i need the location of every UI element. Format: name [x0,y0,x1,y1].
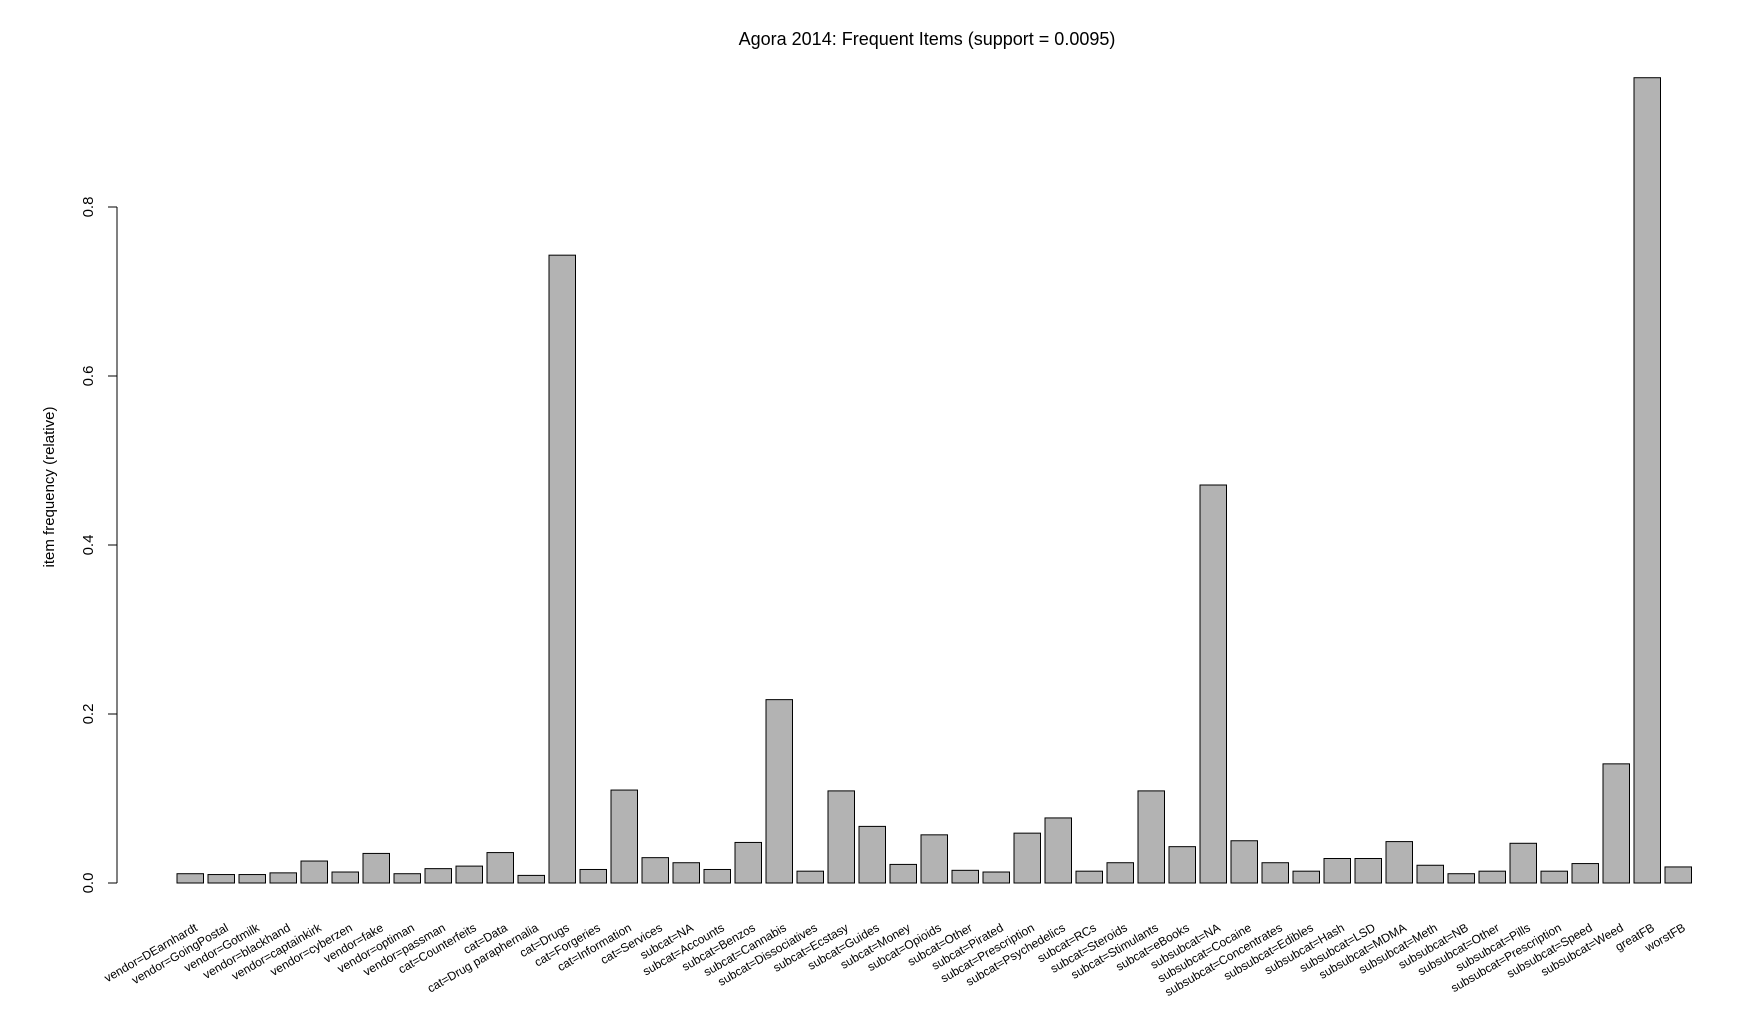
bar [1416,864,1444,884]
bar [889,863,917,884]
bar [734,841,762,884]
bar [269,872,297,884]
bar [1323,857,1351,884]
bar [579,868,607,884]
bar [1168,846,1196,884]
bar [1013,832,1041,884]
bar [238,874,266,884]
bar [1602,763,1630,884]
bar [858,825,886,884]
bar [176,873,204,884]
bar [920,834,948,884]
bar [672,862,700,884]
bar [424,868,452,884]
bar [1044,817,1072,884]
bar [486,852,514,884]
bar [765,699,793,884]
bar [1633,77,1661,884]
bar [951,869,979,884]
bar [1354,857,1382,884]
bar [517,874,545,884]
bar [393,873,421,884]
bar [1571,863,1599,884]
bar [1664,866,1692,884]
bar [1137,790,1165,884]
bar [300,860,328,884]
bar [1261,862,1289,884]
bar [1292,870,1320,884]
bar [1540,870,1568,884]
bar [982,871,1010,884]
bar [796,870,824,884]
bar [1199,484,1227,884]
y-axis-label: item frequency (relative) [41,407,58,568]
bar [641,857,669,884]
bar [331,871,359,884]
bar [207,874,235,884]
bar [703,868,731,884]
bar [1106,862,1134,884]
bar [1230,840,1258,884]
bar [1509,842,1537,884]
bar [455,865,483,884]
bar [548,254,576,884]
bar [1447,873,1475,884]
bar [827,790,855,884]
bars [176,77,1692,884]
bar [1075,870,1103,884]
y-axis: 0.0 0.2 0.4 0.6 0.8 [80,197,118,894]
y-tick-label: 0.8 [80,197,97,218]
y-tick-label: 0.0 [80,873,97,894]
y-tick-label: 0.6 [80,366,97,387]
bar [1385,841,1413,884]
bar [610,789,638,884]
bar [362,852,390,884]
y-tick-label: 0.2 [80,704,97,725]
y-tick-label: 0.4 [80,535,97,556]
bar [1478,870,1506,884]
chart-title: Agora 2014: Frequent Items (support = 0.… [739,29,1116,49]
category-labels: vendor=DEarnhardtvendor=GoingPostalvendo… [102,920,1688,999]
